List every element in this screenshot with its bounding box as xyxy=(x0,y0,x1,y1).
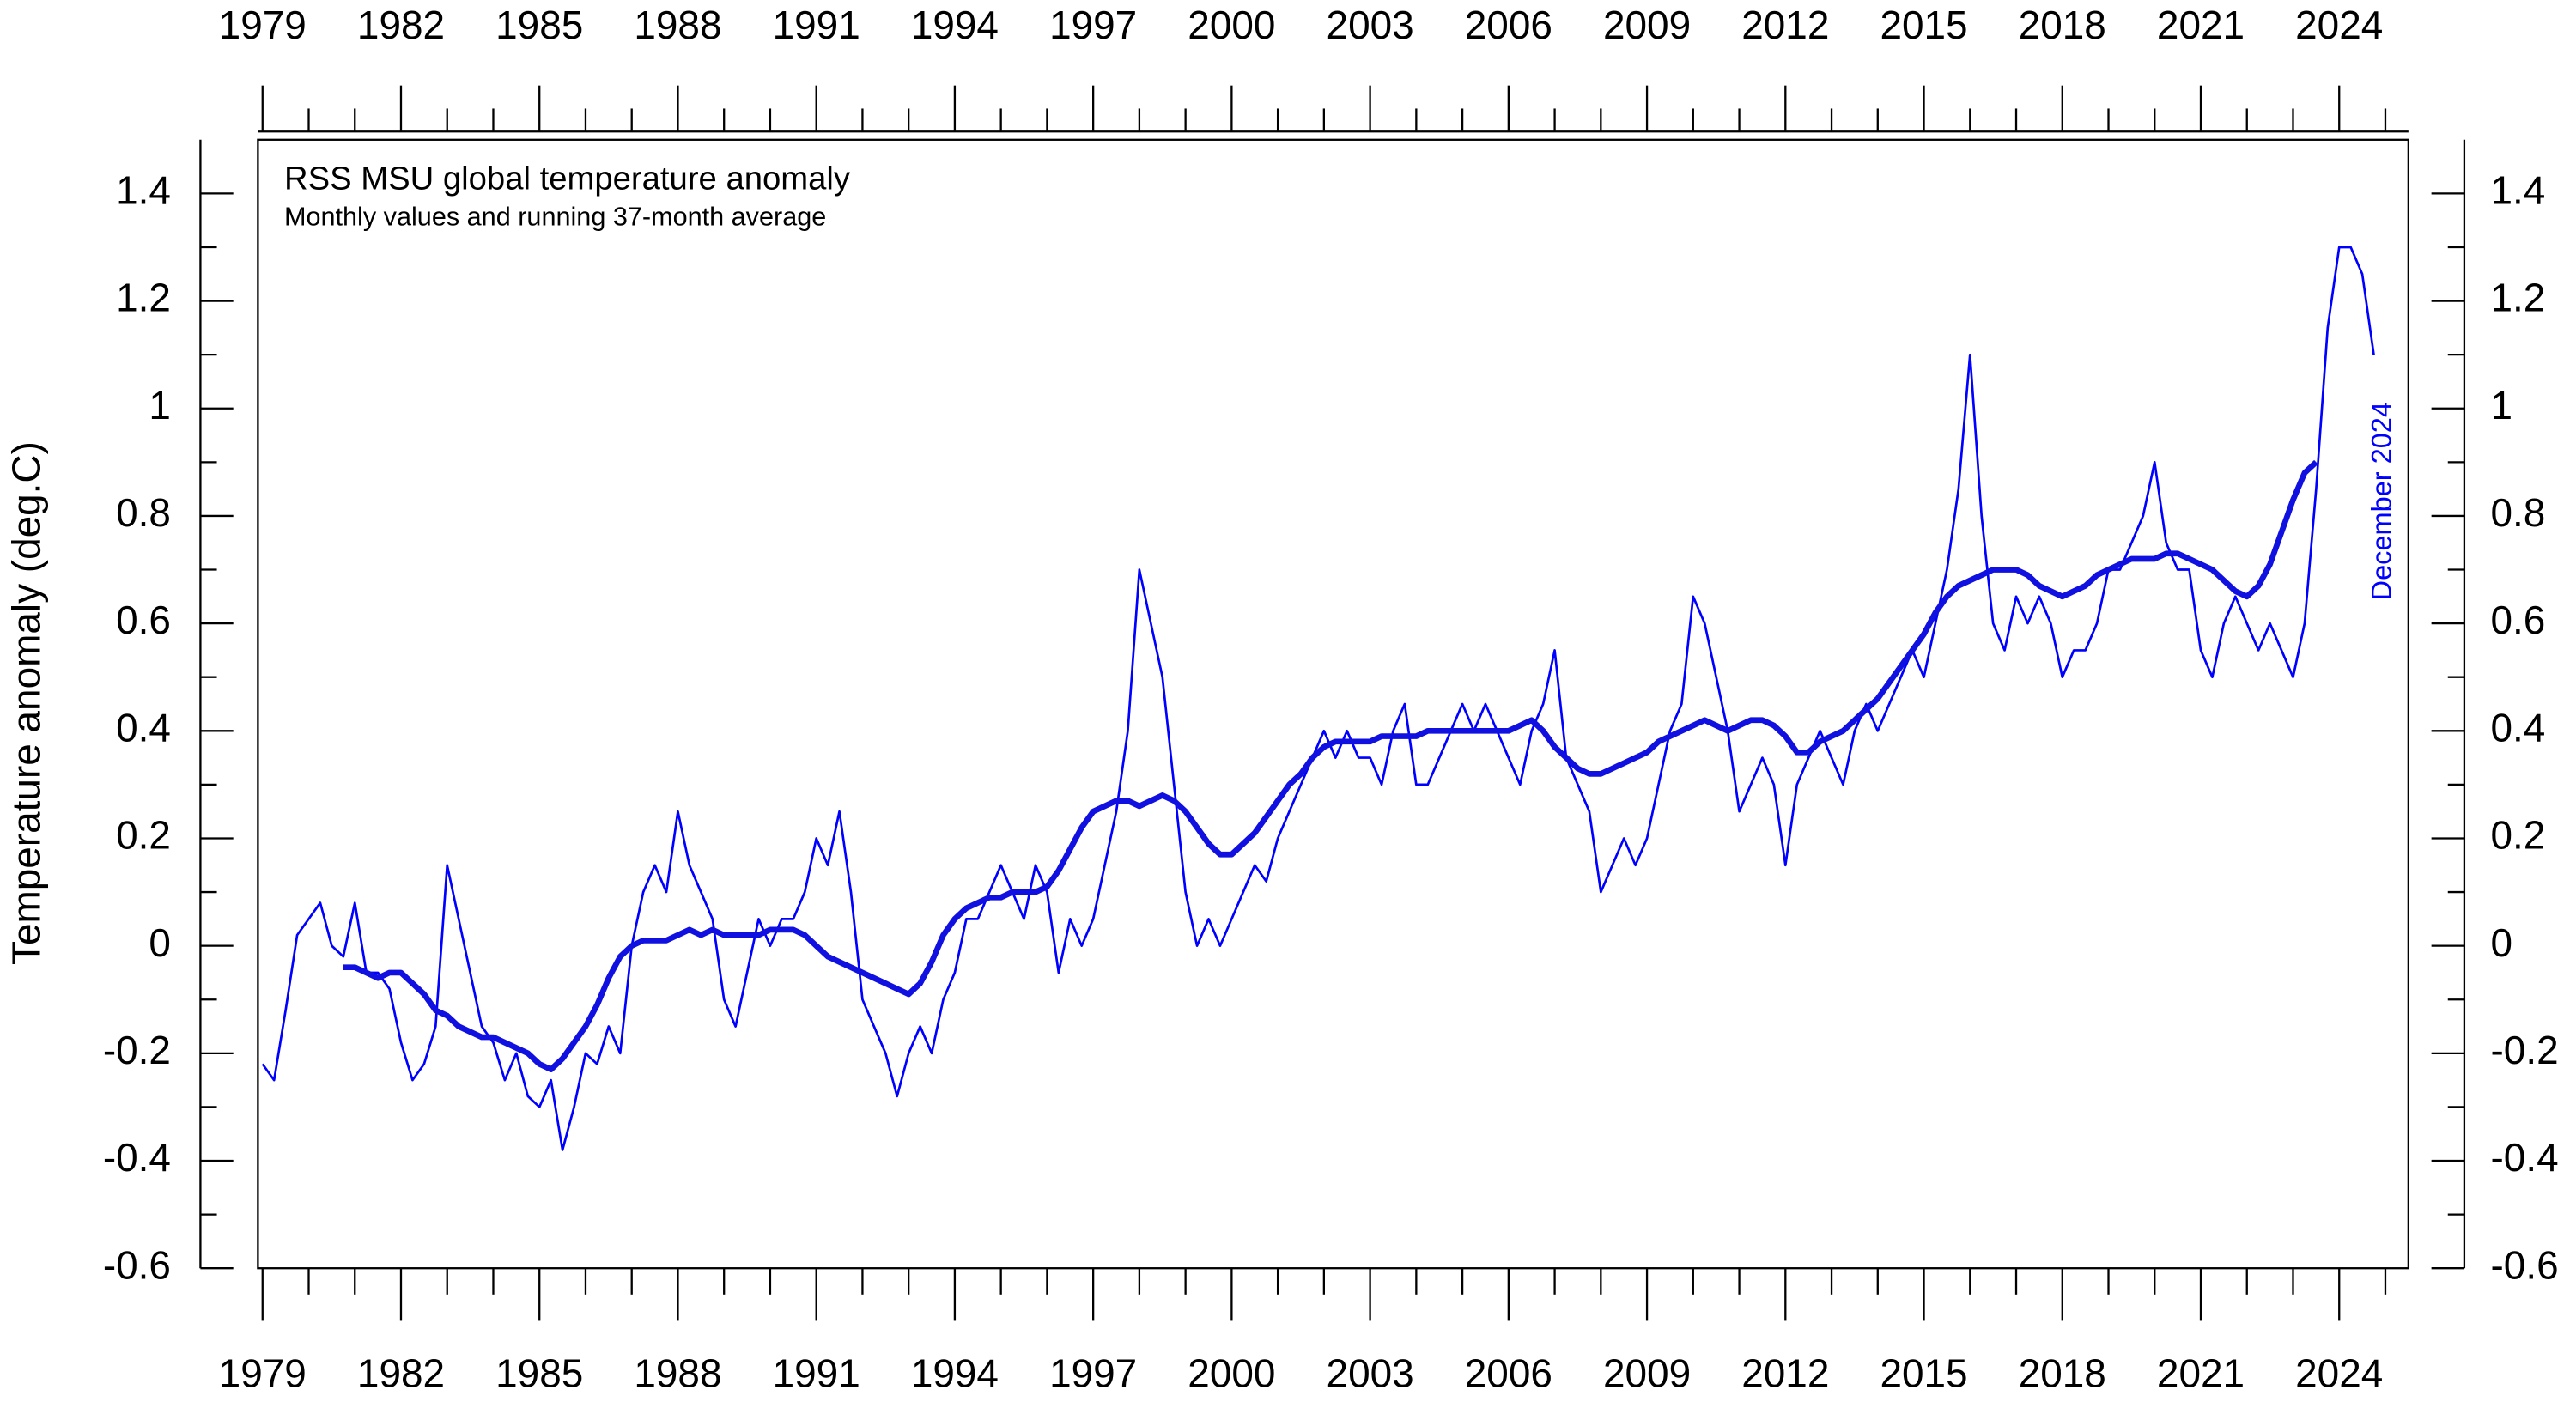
x-tick-label: 2015 xyxy=(1880,3,1967,47)
y-tick-label: 1.4 xyxy=(116,168,171,213)
y-tick-label: -0.2 xyxy=(2491,1028,2559,1072)
series-line xyxy=(261,246,2375,1151)
y-axis-label: Temperature anomaly (deg.C) xyxy=(4,441,49,965)
x-tick-label: 2024 xyxy=(2295,3,2383,47)
x-tick-label: 1982 xyxy=(357,1351,445,1396)
y-tick-label: 1.2 xyxy=(2491,276,2546,320)
y-tick-label: -0.6 xyxy=(103,1242,171,1287)
x-tick-label: 2021 xyxy=(2157,3,2245,47)
chart-title: RSS MSU global temperature anomaly xyxy=(284,161,851,197)
y-tick-label: 1 xyxy=(2491,383,2513,428)
x-tick-label: 2024 xyxy=(2295,1351,2383,1396)
x-tick-label: 2018 xyxy=(2019,3,2106,47)
x-tick-label: 1988 xyxy=(634,1351,721,1396)
plot-frame xyxy=(257,138,2409,1270)
y-tick-label: -0.2 xyxy=(103,1028,171,1072)
x-tick-label: 2012 xyxy=(1741,1351,1829,1396)
x-tick-label: 2000 xyxy=(1188,3,1275,47)
x-tick-label: 2003 xyxy=(1327,1351,1414,1396)
x-tick-label: 2009 xyxy=(1603,3,1691,47)
chart-subtitle: Monthly values and running 37-month aver… xyxy=(284,203,826,232)
y-tick-label: 0.8 xyxy=(116,490,171,535)
y-tick-label: 0.6 xyxy=(116,598,171,642)
y-tick-label: 0 xyxy=(149,920,171,965)
x-tick-label: 1979 xyxy=(219,1351,307,1396)
x-tick-label: 1982 xyxy=(357,3,445,47)
y-tick-label: 1.4 xyxy=(2491,168,2546,213)
y-tick-label: 0.6 xyxy=(2491,598,2546,642)
x-tick-label: 1985 xyxy=(495,3,583,47)
y-tick-label: -0.6 xyxy=(2491,1242,2559,1287)
y-tick-label: -0.4 xyxy=(2491,1135,2559,1180)
y-tick-label: 0 xyxy=(2491,920,2513,965)
x-tick-label: 1988 xyxy=(634,3,721,47)
y-tick-label: 0.4 xyxy=(2491,705,2546,750)
x-tick-label: 2021 xyxy=(2157,1351,2245,1396)
x-tick-label: 2018 xyxy=(2019,1351,2106,1396)
y-tick-label: 0.2 xyxy=(2491,813,2546,858)
y-tick-label: 0.8 xyxy=(2491,490,2546,535)
x-tick-label: 1997 xyxy=(1049,3,1137,47)
x-tick-label: 2009 xyxy=(1603,1351,1691,1396)
y-tick-label: 0.4 xyxy=(116,705,171,750)
x-tick-label: 1994 xyxy=(911,3,999,47)
x-tick-label: 1991 xyxy=(773,3,860,47)
x-tick-label: 2003 xyxy=(1327,3,1414,47)
y-tick-label: 1.2 xyxy=(116,276,171,320)
x-tick-label: 1991 xyxy=(773,1351,860,1396)
y-tick-label: -0.4 xyxy=(103,1135,171,1180)
series-line xyxy=(343,459,2318,1072)
x-tick-label: 2006 xyxy=(1465,3,1552,47)
x-tick-label: 1997 xyxy=(1049,1351,1137,1396)
x-tick-label: 2000 xyxy=(1188,1351,1275,1396)
y-tick-label: 0.2 xyxy=(116,813,171,858)
x-tick-label: 2015 xyxy=(1880,1351,1967,1396)
x-tick-label: 1994 xyxy=(911,1351,999,1396)
x-tick-label: 1985 xyxy=(495,1351,583,1396)
x-tick-label: 2006 xyxy=(1465,1351,1552,1396)
x-tick-label: 1979 xyxy=(219,3,307,47)
annotation: December 2024 xyxy=(2366,402,2397,600)
x-tick-label: 2012 xyxy=(1741,3,1829,47)
y-tick-label: 1 xyxy=(149,383,171,428)
